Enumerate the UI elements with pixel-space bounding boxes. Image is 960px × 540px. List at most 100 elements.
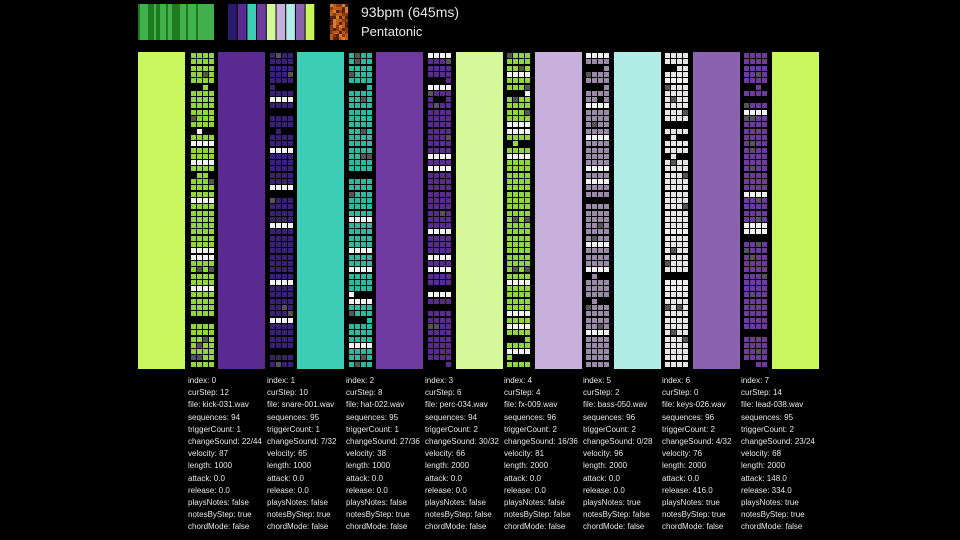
grid-cell[interactable] (513, 235, 518, 241)
grid-cell[interactable] (525, 185, 530, 191)
grid-cell[interactable] (428, 349, 433, 355)
grid-cell[interactable] (671, 323, 676, 329)
grid-cell[interactable] (361, 216, 366, 222)
grid-cell[interactable] (361, 223, 366, 229)
grid-cell[interactable] (367, 78, 372, 84)
grid-cell[interactable] (762, 160, 767, 166)
grid-cell[interactable] (209, 166, 214, 172)
grid-cell[interactable] (677, 260, 682, 266)
grid-cell[interactable] (367, 311, 372, 317)
grid-cell[interactable] (671, 97, 676, 103)
grid-cell[interactable] (203, 210, 208, 216)
grid-cell[interactable] (361, 141, 366, 147)
grid-cell[interactable] (197, 223, 202, 229)
grid-cell[interactable] (598, 172, 603, 178)
grid-cell[interactable] (586, 134, 591, 140)
grid-cell[interactable] (361, 160, 366, 166)
grid-cell[interactable] (428, 185, 433, 191)
grid-cell[interactable] (203, 361, 208, 367)
grid-cell[interactable] (191, 330, 196, 336)
grid-cell[interactable] (750, 317, 755, 323)
grid-cell[interactable] (349, 53, 354, 58)
grid-cell[interactable] (355, 223, 360, 229)
grid-cell[interactable] (270, 97, 275, 103)
grid-cell[interactable] (525, 229, 530, 235)
grid-cell[interactable] (598, 248, 603, 254)
grid-cell[interactable] (677, 292, 682, 298)
grid-cell[interactable] (665, 90, 670, 96)
grid-cell[interactable] (203, 229, 208, 235)
grid-cell[interactable] (677, 223, 682, 229)
grid-cell[interactable] (361, 330, 366, 336)
grid-cell[interactable] (367, 355, 372, 361)
grid-cell[interactable] (598, 116, 603, 121)
grid-cell[interactable] (586, 90, 591, 96)
grid-cell[interactable] (513, 84, 518, 90)
grid-cell[interactable] (598, 122, 603, 128)
grid-cell[interactable] (762, 53, 767, 58)
grid-cell[interactable] (665, 204, 670, 210)
grid-cell[interactable] (525, 323, 530, 329)
grid-cell[interactable] (762, 210, 767, 216)
grid-cell[interactable] (507, 179, 512, 184)
grid-cell[interactable] (525, 97, 530, 103)
grid-cell[interactable] (525, 260, 530, 266)
grid-cell[interactable] (750, 260, 755, 266)
grid-cell[interactable] (428, 134, 433, 140)
grid-cell[interactable] (525, 336, 530, 342)
grid-cell[interactable] (525, 147, 530, 153)
grid-cell[interactable] (446, 109, 451, 115)
grid-cell[interactable] (209, 229, 214, 235)
grid-cell[interactable] (203, 311, 208, 317)
grid-cell[interactable] (367, 216, 372, 222)
grid-cell[interactable] (519, 292, 524, 298)
grid-cell[interactable] (191, 267, 196, 273)
grid-cell[interactable] (270, 160, 275, 166)
grid-cell[interactable] (270, 172, 275, 178)
grid-cell[interactable] (744, 292, 749, 298)
grid-cell[interactable] (367, 286, 372, 292)
grid-cell[interactable] (282, 298, 287, 304)
grid-cell[interactable] (282, 204, 287, 210)
grid-cell[interactable] (203, 103, 208, 109)
grid-cell[interactable] (270, 179, 275, 184)
grid-cell[interactable] (209, 71, 214, 77)
grid-cell[interactable] (604, 53, 609, 58)
grid-cell[interactable] (349, 116, 354, 121)
grid-cell[interactable] (270, 78, 275, 84)
grid-cell[interactable] (209, 160, 214, 166)
grid-cell[interactable] (446, 248, 451, 254)
grid-cell[interactable] (191, 59, 196, 65)
grid-cell[interactable] (592, 229, 597, 235)
grid-cell[interactable] (604, 361, 609, 367)
grid-cell[interactable] (750, 279, 755, 285)
grid-cell[interactable] (744, 59, 749, 65)
grid-cell[interactable] (592, 349, 597, 355)
grid-cell[interactable] (349, 229, 354, 235)
grid-cell[interactable] (507, 109, 512, 115)
grid-cell[interactable] (586, 147, 591, 153)
grid-cell[interactable] (677, 342, 682, 348)
grid-cell[interactable] (604, 286, 609, 292)
grid-cell[interactable] (665, 109, 670, 115)
grid-cell[interactable] (665, 242, 670, 247)
grid-cell[interactable] (428, 216, 433, 222)
grid-cell[interactable] (671, 305, 676, 310)
grid-cell[interactable] (446, 342, 451, 348)
grid-cell[interactable] (513, 172, 518, 178)
grid-cell[interactable] (671, 90, 676, 96)
grid-cell[interactable] (209, 122, 214, 128)
grid-cell[interactable] (191, 191, 196, 197)
grid-cell[interactable] (197, 229, 202, 235)
grid-cell[interactable] (604, 160, 609, 166)
grid-cell[interactable] (197, 191, 202, 197)
grid-cell[interactable] (683, 84, 688, 90)
grid-cell[interactable] (203, 141, 208, 147)
grid-cell[interactable] (288, 248, 293, 254)
grid-cell[interactable] (598, 160, 603, 166)
grid-cell[interactable] (197, 210, 202, 216)
grid-cell[interactable] (349, 361, 354, 367)
grid-cell[interactable] (671, 172, 676, 178)
grid-cell[interactable] (446, 191, 451, 197)
grid-cell[interactable] (750, 223, 755, 229)
